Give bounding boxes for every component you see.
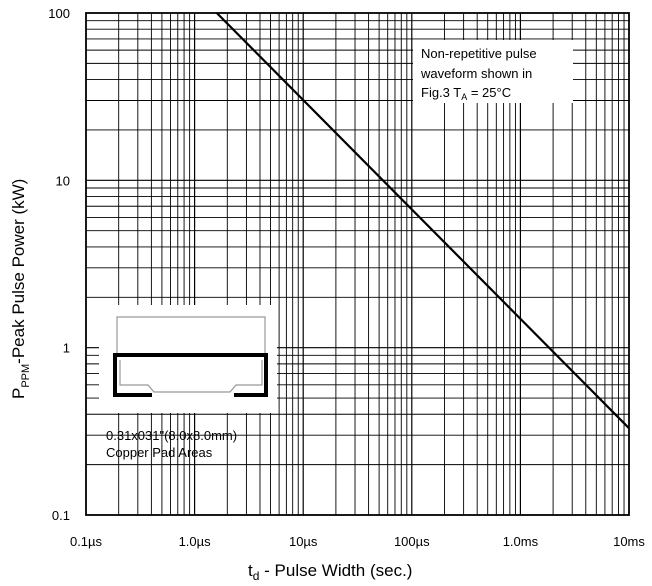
annotation-line-3: Fig.3 TA = 25°C [421, 85, 511, 102]
inset-label-line-1: 0.31x031"(8.0x8.0mm) [106, 428, 237, 443]
annotation-background [413, 40, 573, 103]
grid [86, 13, 629, 515]
series-line [216, 12, 630, 429]
x-tick-label: 100µs [394, 534, 430, 549]
x-tick-label: 10ms [613, 534, 645, 549]
device-lead-outline [119, 360, 263, 393]
x-tick-label: 10µs [289, 534, 318, 549]
x-tick-label: 1.0µs [179, 534, 212, 549]
x-tick-label: 0.1µs [70, 534, 103, 549]
tick-labels: 0.1µs 1.0µs 10µs 100µs 1.0ms 10ms 0.1 1 10 100 [48, 6, 645, 549]
annotation: Non-repetitive pulse waveform shown in F… [413, 40, 573, 103]
device-body-outline [116, 316, 266, 355]
annotation-line-1: Non-repetitive pulse [421, 46, 537, 61]
annotation-line-2: waveform shown in [420, 66, 532, 81]
series [216, 12, 630, 429]
y-tick-label: 0.1 [52, 508, 70, 523]
plot-frame [85, 12, 630, 516]
inset-label-line-2: Copper Pad Areas [106, 445, 213, 460]
y-axis-title: PPPM-Peak Pulse Power (kW) [9, 179, 32, 399]
y-tick-label: 100 [48, 6, 70, 21]
x-axis-title: td - Pulse Width (sec.) [248, 561, 412, 583]
y-tick-label: 10 [56, 173, 70, 188]
pad-inset: 0.31x031"(8.0x8.0mm) Copper Pad Areas [99, 305, 277, 460]
x-tick-label: 1.0ms [503, 534, 539, 549]
y-tick-label: 1 [63, 341, 70, 356]
